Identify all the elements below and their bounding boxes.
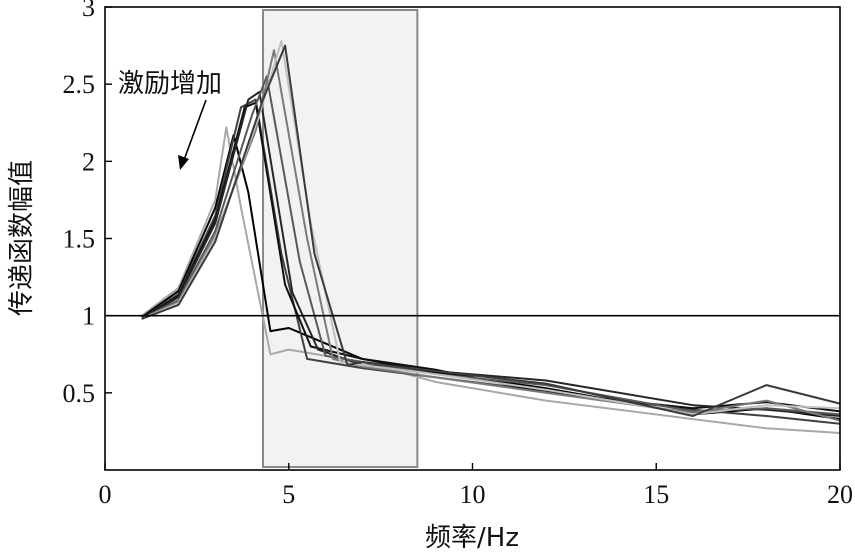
series-line-3 (141, 98, 841, 425)
series-line-9 (141, 44, 841, 417)
y-axis-title: 传递函数幅值 (7, 160, 37, 316)
x-tick-label: 0 (99, 480, 112, 509)
annotation-text: 激励增加 (118, 69, 222, 99)
series-layer (141, 40, 841, 434)
highlight-band-layer (262, 9, 419, 468)
x-tick-label: 10 (460, 480, 486, 509)
series-line-1 (141, 126, 841, 434)
annotation-arrow-shaft (183, 99, 207, 161)
annotation-layer: 激励增加 (118, 69, 222, 170)
annotation-arrowhead (178, 155, 189, 170)
y-tick-label: 2.5 (63, 70, 96, 99)
y-tick-label: 0.5 (63, 379, 96, 408)
x-axis-title: 频率/Hz (425, 523, 519, 553)
x-tick-label: 15 (643, 480, 669, 509)
y-tick-label: 1.5 (63, 225, 96, 254)
highlight-band (262, 9, 419, 468)
y-tick-label: 3 (82, 0, 95, 22)
series-line-8 (141, 40, 841, 416)
series-line-7 (141, 49, 841, 422)
series-line-6 (141, 75, 841, 416)
y-tick-label: 1 (82, 302, 95, 331)
series-line-5 (141, 90, 841, 417)
x-tick-label: 5 (282, 480, 295, 509)
x-tick-label: 20 (827, 480, 853, 509)
y-tick-label: 2 (82, 147, 95, 176)
tick-layer: 0 5 10 15 20 0.5 1 1.5 2 2.5 3 (63, 0, 854, 509)
